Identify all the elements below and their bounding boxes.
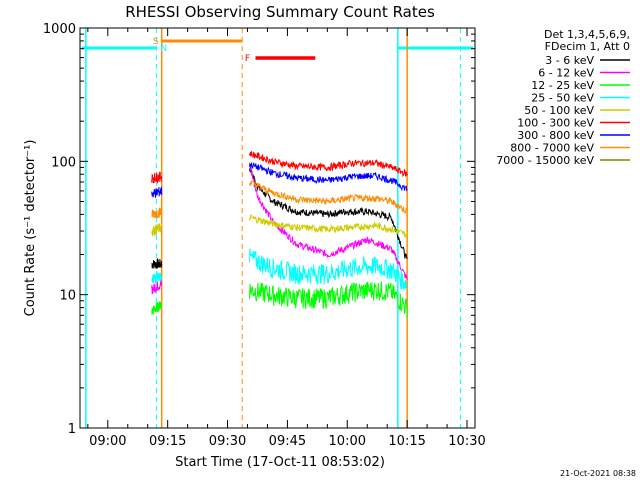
- series-trace-0-segment1: [151, 257, 163, 269]
- series-trace-1-segment1: [151, 280, 163, 295]
- legend-entry-label: 3 - 6 keV: [545, 54, 594, 67]
- legend-entry-label: 6 - 12 keV: [538, 67, 594, 80]
- y-tick-label: 10: [59, 289, 76, 304]
- x-tick-label: 10:30: [448, 434, 485, 449]
- series-layer: [151, 151, 408, 319]
- legend: Det 1,3,4,5,6,9,FDecim 1, Att 03 - 6 keV…: [496, 28, 630, 167]
- series-trace-5-segment2: [249, 151, 408, 178]
- axes-layer: 09:00 09:15 09:30 09:45 10:00 10:15 10:30 1 10 10…: [43, 22, 486, 449]
- series-trace-7-segment2: [249, 180, 408, 214]
- flare-flag-label: F: [245, 54, 250, 64]
- night-flag-label: N: [160, 44, 167, 54]
- x-axis-label: Start Time (17-Oct-11 08:53:02): [175, 455, 385, 470]
- x-tick-label: 09:45: [269, 434, 306, 449]
- series-trace-5-segment1: [151, 171, 163, 185]
- legend-entry-label: 300 - 800 keV: [517, 129, 594, 142]
- x-tick-label: 10:15: [388, 434, 425, 449]
- series-trace-7-segment1: [151, 207, 163, 219]
- legend-header-line: FDecim 1, Att 0: [545, 40, 630, 53]
- y-axis-label: Count Rate (s⁻¹ detector⁻¹): [23, 140, 38, 317]
- legend-entry-label: 7000 - 15000 keV: [496, 154, 594, 167]
- series-trace-0-segment2: [249, 167, 408, 260]
- series-trace-2-segment1: [151, 300, 163, 315]
- legend-entry-label: 800 - 7000 keV: [510, 142, 594, 155]
- timestamp-label: 21-Oct-2021 08:38: [560, 469, 636, 478]
- plot-frame: [79, 27, 476, 429]
- legend-entry-label: 50 - 100 keV: [524, 104, 594, 117]
- y-tick-label: 100: [51, 155, 76, 170]
- series-trace-4-segment2: [249, 214, 408, 238]
- x-tick-label: 09:00: [89, 434, 126, 449]
- saa-flag-label: S: [153, 37, 159, 47]
- series-trace-4-segment1: [151, 223, 162, 237]
- legend-entry-label: 25 - 50 keV: [531, 92, 594, 105]
- x-tick-label: 09:15: [149, 434, 186, 449]
- legend-header-line: Det 1,3,4,5,6,9,: [544, 28, 630, 41]
- legend-entry-label: 12 - 25 keV: [531, 79, 594, 92]
- y-tick-label: 1000: [43, 22, 76, 37]
- series-trace-6-segment1: [151, 186, 163, 198]
- x-tick-label: 09:30: [209, 434, 246, 449]
- series-trace-3-segment2: [249, 248, 408, 291]
- series-trace-1-segment2: [249, 162, 408, 281]
- x-tick-label: 10:00: [329, 434, 366, 449]
- y-tick-label: 1: [68, 422, 76, 437]
- legend-entry-label: 100 - 300 keV: [517, 117, 594, 130]
- chart-title: RHESSI Observing Summary Count Rates: [125, 3, 435, 21]
- flag-layer: SN F: [82, 28, 473, 428]
- series-trace-6-segment2: [249, 162, 408, 192]
- series-trace-2-segment2: [249, 281, 408, 319]
- series-trace-3-segment1: [151, 272, 163, 284]
